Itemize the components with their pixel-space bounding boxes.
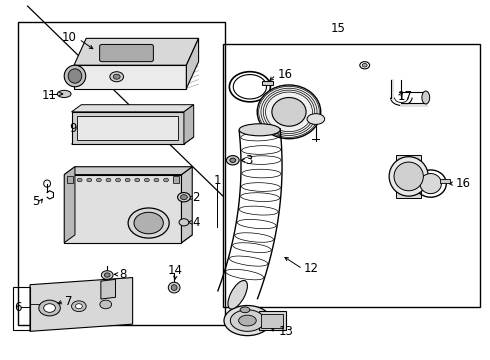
Ellipse shape <box>168 282 180 293</box>
Ellipse shape <box>68 178 73 182</box>
Polygon shape <box>72 137 194 144</box>
Text: 16: 16 <box>456 177 471 190</box>
Polygon shape <box>184 105 194 144</box>
Ellipse shape <box>113 74 120 79</box>
Text: 6: 6 <box>14 301 22 314</box>
Ellipse shape <box>128 208 169 238</box>
Ellipse shape <box>44 304 55 312</box>
Ellipse shape <box>362 63 367 67</box>
Bar <box>172 176 179 183</box>
Text: 5: 5 <box>32 195 40 208</box>
Ellipse shape <box>239 124 280 136</box>
Polygon shape <box>30 278 133 331</box>
Text: 15: 15 <box>330 22 345 35</box>
Polygon shape <box>64 175 181 243</box>
Polygon shape <box>64 235 192 243</box>
Ellipse shape <box>230 158 236 162</box>
Ellipse shape <box>75 304 82 309</box>
Text: 12: 12 <box>304 262 318 275</box>
Text: 14: 14 <box>168 264 183 277</box>
Ellipse shape <box>394 162 423 191</box>
Ellipse shape <box>64 65 86 87</box>
Bar <box>77 116 178 140</box>
Ellipse shape <box>106 178 111 182</box>
Ellipse shape <box>164 178 169 182</box>
Polygon shape <box>101 279 116 299</box>
Bar <box>261 314 283 328</box>
Ellipse shape <box>134 212 163 234</box>
Polygon shape <box>74 39 198 65</box>
Text: 4: 4 <box>192 216 200 229</box>
Ellipse shape <box>389 157 428 196</box>
Ellipse shape <box>240 307 250 313</box>
Ellipse shape <box>173 178 178 182</box>
Ellipse shape <box>97 178 101 182</box>
Bar <box>13 287 30 329</box>
Bar <box>262 81 273 85</box>
Ellipse shape <box>179 219 189 226</box>
Ellipse shape <box>39 300 60 316</box>
Text: 3: 3 <box>245 154 252 167</box>
Ellipse shape <box>239 315 256 326</box>
Ellipse shape <box>257 85 321 139</box>
Ellipse shape <box>145 178 149 182</box>
Ellipse shape <box>180 195 187 200</box>
Ellipse shape <box>135 178 140 182</box>
Polygon shape <box>181 167 192 243</box>
Text: 8: 8 <box>120 268 127 281</box>
Ellipse shape <box>100 300 112 309</box>
Ellipse shape <box>224 306 271 336</box>
Polygon shape <box>72 105 194 112</box>
Ellipse shape <box>226 156 239 165</box>
FancyBboxPatch shape <box>99 44 153 62</box>
Ellipse shape <box>110 72 123 82</box>
Ellipse shape <box>272 98 306 126</box>
Polygon shape <box>64 167 192 175</box>
Ellipse shape <box>72 301 86 312</box>
Ellipse shape <box>307 114 325 125</box>
Ellipse shape <box>177 193 190 202</box>
Polygon shape <box>186 39 198 89</box>
Text: 9: 9 <box>69 122 76 135</box>
Ellipse shape <box>68 69 82 83</box>
Ellipse shape <box>154 178 159 182</box>
Ellipse shape <box>116 178 121 182</box>
Text: 11: 11 <box>42 89 57 102</box>
Text: 10: 10 <box>62 31 76 44</box>
Ellipse shape <box>228 280 247 309</box>
Bar <box>223 44 480 307</box>
Bar <box>441 179 450 183</box>
Ellipse shape <box>101 271 113 279</box>
Text: 7: 7 <box>65 295 73 308</box>
Ellipse shape <box>104 273 110 277</box>
Bar <box>18 22 225 325</box>
Polygon shape <box>64 167 75 243</box>
Text: 1: 1 <box>214 174 221 187</box>
Text: 17: 17 <box>398 90 413 103</box>
Ellipse shape <box>422 91 430 104</box>
Ellipse shape <box>171 285 177 291</box>
Polygon shape <box>74 65 186 89</box>
Ellipse shape <box>57 90 71 98</box>
Bar <box>396 155 421 198</box>
Ellipse shape <box>77 178 82 182</box>
Text: 2: 2 <box>192 192 200 204</box>
Text: 16: 16 <box>278 68 293 81</box>
Polygon shape <box>72 112 184 144</box>
Ellipse shape <box>125 178 130 182</box>
Ellipse shape <box>230 310 265 331</box>
Text: 13: 13 <box>278 325 293 338</box>
Bar <box>259 311 286 330</box>
Ellipse shape <box>87 178 92 182</box>
Ellipse shape <box>420 174 441 194</box>
Bar <box>67 176 73 183</box>
